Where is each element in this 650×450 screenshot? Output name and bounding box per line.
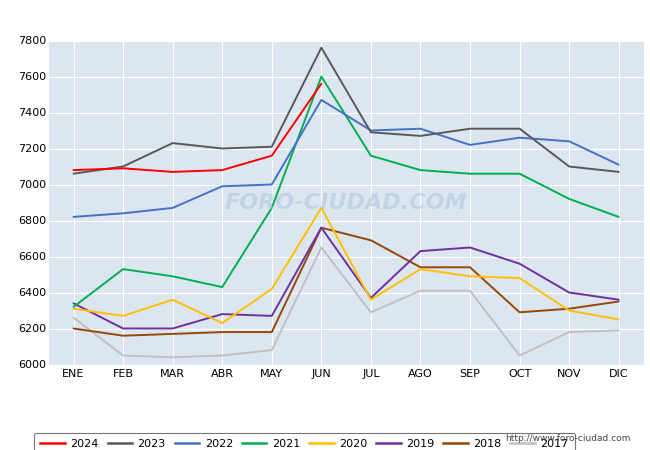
Legend: 2024, 2023, 2022, 2021, 2020, 2019, 2018, 2017: 2024, 2023, 2022, 2021, 2020, 2019, 2018… bbox=[34, 433, 575, 450]
Text: http://www.foro-ciudad.com: http://www.foro-ciudad.com bbox=[505, 434, 630, 443]
Text: FORO-CIUDAD.COM: FORO-CIUDAD.COM bbox=[225, 193, 467, 212]
Text: Afiliados en Calatayud a 31/5/2024: Afiliados en Calatayud a 31/5/2024 bbox=[179, 11, 471, 29]
